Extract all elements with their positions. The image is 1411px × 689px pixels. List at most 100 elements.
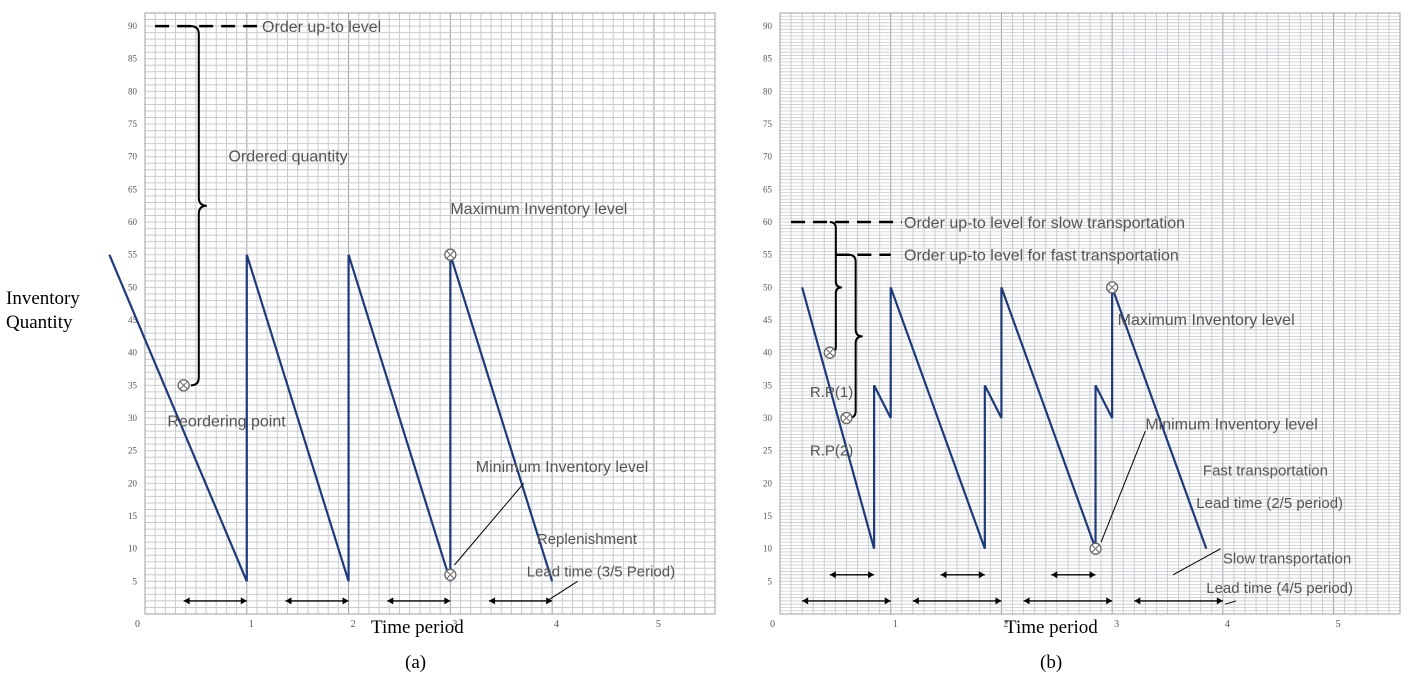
panel-a-marker-1-cross-b <box>446 250 455 259</box>
panel-a-ytick: 45 <box>128 315 138 325</box>
panel-b-xtick: 0 <box>770 619 775 630</box>
panel-b-ytick: 80 <box>763 86 773 96</box>
panel-a-xtick: 1 <box>249 619 254 630</box>
panel-a-ordered-brace <box>190 25 207 387</box>
panel-b-ytick: 60 <box>763 217 773 227</box>
panel-b-marker-3 <box>1105 281 1119 294</box>
panel-b-lead-pointer <box>1224 600 1237 605</box>
y-axis-label: Inventory Quantity <box>6 287 80 335</box>
panel-a-ytick: 85 <box>128 54 138 64</box>
panel-a-series-line <box>108 254 554 582</box>
panel-b-ytick: 35 <box>763 380 773 390</box>
panel-b-ytick: 55 <box>763 250 773 260</box>
panel-b-xtick: 1 <box>893 619 898 630</box>
panel-a-lead-pointer <box>546 580 578 602</box>
panel-b-marker-3-cross-b <box>1107 283 1117 292</box>
panel-b-slow-arrow-0-head-left <box>802 597 809 605</box>
panel-a-lead-time-label: Lead time (3/5 Period) <box>527 564 675 581</box>
panel-a-ytick: 50 <box>128 282 138 292</box>
panel-b-series-line <box>801 286 1208 550</box>
panel-a-ytick: 25 <box>128 446 138 456</box>
panel-b-xlabel: Time period <box>1005 617 1098 638</box>
panel-b-up-to-slow-label: Order up-to level for slow transportatio… <box>904 215 1185 232</box>
panel-a-grid <box>144 12 716 615</box>
panel-b-ytick: 65 <box>763 184 773 194</box>
panel-b-fast-arrow-0-head-right <box>868 571 875 579</box>
panel-b-slow-pointer <box>1172 548 1221 576</box>
panel-b-ytick: 10 <box>763 544 773 554</box>
panel-b-marker-0 <box>823 346 836 359</box>
panel-a-ytick: 5 <box>133 576 138 586</box>
panel-a-ytick: 70 <box>128 152 138 162</box>
panel-a-lead-arrow-2-head-left <box>387 597 394 605</box>
panel-b-frame <box>779 12 1401 615</box>
panel-b-ytick: 30 <box>763 413 773 423</box>
panel-a-xlabel: Time period <box>371 617 464 638</box>
panel-b-slow-lead-label: Lead time (4/5 period) <box>1206 580 1353 597</box>
panel-a-ytick: 75 <box>128 119 138 129</box>
panel-b-slow-arrow-1-head-left <box>912 597 919 605</box>
y-axis-label-line-2: Quantity <box>6 312 73 333</box>
panel-a-xtick: 2 <box>351 619 356 630</box>
panel-b-xtick: 5 <box>1336 619 1341 630</box>
panel-b-fast-arrow-2 <box>1051 571 1096 579</box>
panel-b-marker-1 <box>840 411 853 425</box>
panel-b-rp1-label: R.P(1) <box>810 384 853 401</box>
panel-b-rp2-label: R.P(2) <box>810 443 853 460</box>
panel-b-marker-2-cross-b <box>1091 544 1100 553</box>
panel-b-ytick: 5 <box>768 576 773 586</box>
panel-b-label: (b) <box>1040 652 1063 673</box>
panel-b-marker-1-cross-b <box>842 413 851 423</box>
panel-a-lead-arrow-0-head-left <box>183 597 190 605</box>
panel-a-lead-arrow-2 <box>387 597 451 605</box>
panel-b-fast-arrow-1-head-left <box>940 571 947 579</box>
panel-a-marker-0-cross-b <box>179 381 188 390</box>
panel-a-lead-arrow-1-head-left <box>285 597 292 605</box>
panel-a-ytick: 20 <box>128 478 138 488</box>
panel-a-ytick: 15 <box>128 511 138 521</box>
panel-b-fast-lead-label: Lead time (2/5 period) <box>1196 495 1343 512</box>
panel-b-brace-slow <box>829 221 842 354</box>
panel-a-min-pointer <box>454 483 525 566</box>
panel-a-ytick: 30 <box>128 413 138 423</box>
panel-a-ytick: 55 <box>128 250 138 260</box>
panel-b-ytick: 45 <box>763 315 773 325</box>
panel-b-fast-label: Fast transportation <box>1203 462 1328 479</box>
panel-a-ytick: 80 <box>128 86 138 96</box>
panel-a-label: (a) <box>405 652 427 673</box>
panel-a-ordered-qty-label: Ordered quantity <box>228 149 347 166</box>
panel-b-grid <box>779 12 1401 615</box>
panel-a-lead-arrow-1-head-right <box>342 597 349 605</box>
panel-b-ytick: 70 <box>763 152 773 162</box>
panel-b-ytick: 50 <box>763 282 773 292</box>
panel-b-fast-arrow-0-head-left <box>829 571 836 579</box>
panel-b-fast-arrow-1-head-right <box>978 571 985 579</box>
panel-b-slow-arrow-3-head-left <box>1134 597 1141 605</box>
panel-a-lead-arrow-3-head-right <box>546 597 553 605</box>
panel-a-lead-arrow-2-head-right <box>444 597 451 605</box>
panel-a-replenish-label: Replenishment <box>537 531 638 548</box>
panel-b-ytick: 15 <box>763 511 773 521</box>
panel-b-max-level-label: Maximum Inventory level <box>1118 312 1295 329</box>
panel-b-ytick: 20 <box>763 478 773 488</box>
panel-a-marker-2-cross-b <box>446 570 455 579</box>
panel-b-ytick: 75 <box>763 119 773 129</box>
panel-a-ytick: 35 <box>128 380 138 390</box>
panel-b-slow-label: Slow transportation <box>1223 550 1351 567</box>
panel-a-ytick: 40 <box>128 348 138 358</box>
panel-a-marker-0 <box>177 379 190 392</box>
panel-b-slow-arrow-2-head-left <box>1023 597 1030 605</box>
panel-a-max-level-label: Maximum Inventory level <box>450 201 627 218</box>
panel-b-min-pointer <box>1100 430 1146 543</box>
panel-b-slow-arrow-0 <box>802 597 891 605</box>
y-axis-label-line-1: Inventory <box>6 288 80 309</box>
panel-a-marker-1 <box>444 248 457 261</box>
panel-b-slow-arrow-1 <box>912 597 1002 605</box>
panel-a-lead-arrow-0 <box>183 597 247 605</box>
panel-b-min-level-label: Minimum Inventory level <box>1145 417 1318 434</box>
panel-b-fast-arrow-1 <box>940 571 985 579</box>
panel-a-ytick: 10 <box>128 544 138 554</box>
